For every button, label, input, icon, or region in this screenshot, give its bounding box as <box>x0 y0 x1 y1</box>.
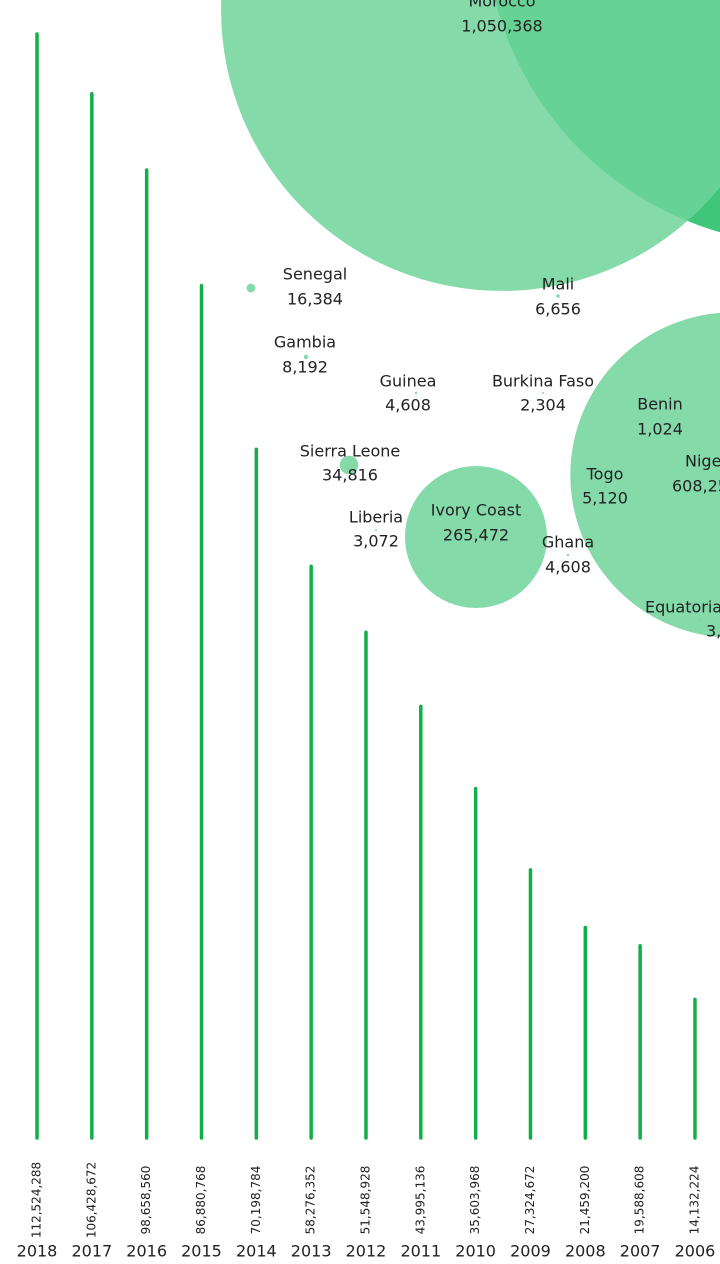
bubble-value: 3,584 <box>706 622 720 641</box>
x-tick-label: 2006 <box>675 1242 716 1261</box>
bubble <box>221 0 720 291</box>
bubble <box>246 283 256 293</box>
x-tick-label: 2008 <box>565 1242 606 1261</box>
bar-value-label: 27,324,672 <box>523 1166 537 1235</box>
bubble-value: 8,192 <box>282 358 328 377</box>
x-tick-label: 2015 <box>181 1242 222 1261</box>
bubble-value: 6,656 <box>535 300 581 319</box>
bubble-name: Mali <box>542 275 575 294</box>
bubble-name: Guinea <box>380 372 437 391</box>
bubble <box>303 354 309 360</box>
bubble-value: 608,256 <box>672 477 720 496</box>
bubble <box>566 553 570 557</box>
x-tick-label: 2012 <box>346 1242 387 1261</box>
bar-value-label: 51,548,928 <box>358 1166 372 1235</box>
bar-value-label: 58,276,352 <box>304 1166 318 1235</box>
bubble-value: 5,120 <box>582 489 628 508</box>
bubble <box>414 391 418 395</box>
bubble-value: 4,608 <box>545 558 591 577</box>
bar-value-label: 112,524,288 <box>30 1162 44 1238</box>
bubble <box>570 312 720 638</box>
bubble-value: 34,816 <box>322 466 378 485</box>
bar-value-label: 19,588,608 <box>633 1166 647 1235</box>
bubble-name: Liberia <box>349 508 403 527</box>
bubble-value: 16,384 <box>287 290 343 309</box>
x-tick-label: 2016 <box>126 1242 167 1261</box>
bubble-name: Gambia <box>274 333 336 352</box>
bar-value-label: 21,459,200 <box>578 1166 592 1235</box>
bubble-value: 1,050,368 <box>461 17 542 36</box>
bubbles <box>221 0 720 638</box>
bubble <box>556 294 560 298</box>
x-tick-label: 2017 <box>71 1242 112 1261</box>
bubble <box>405 466 547 608</box>
bar-value-label: 14,132,224 <box>687 1166 701 1235</box>
bar-value-label: 106,428,672 <box>84 1162 98 1238</box>
bubble-name: Senegal <box>283 265 347 284</box>
bubble <box>699 619 701 621</box>
x-tick-label: 2007 <box>620 1242 661 1261</box>
x-tick-label: 2009 <box>510 1242 551 1261</box>
bar-value-label: 43,995,136 <box>413 1166 427 1235</box>
bubble-name: Ivory Coast <box>431 501 521 520</box>
bar-value-label: 98,658,560 <box>139 1166 153 1235</box>
x-tick-label: 2011 <box>400 1242 441 1261</box>
bubble-name: Togo <box>586 465 624 484</box>
bubble-value: 4,608 <box>385 396 431 415</box>
bubble-name: Sierra Leone <box>300 442 400 461</box>
bubble-name: Burkina Faso <box>492 372 594 391</box>
x-tick-label: 2014 <box>236 1242 277 1261</box>
x-tick-label: 2013 <box>291 1242 332 1261</box>
bubble <box>339 455 359 475</box>
x-tick-label: 2010 <box>455 1242 496 1261</box>
bubble-value: 265,472 <box>443 526 509 545</box>
bar-value-label: 70,198,784 <box>249 1166 263 1235</box>
bubble-name: Ghana <box>542 533 594 552</box>
bubble-name: Morocco <box>469 0 536 11</box>
bubble-value: 3,072 <box>353 532 399 551</box>
bar-value-label: 86,880,768 <box>194 1166 208 1235</box>
bubble <box>375 529 377 531</box>
bubble-name: Nigeria <box>685 452 720 471</box>
bubble-name: Equatorial Guinea <box>645 598 720 617</box>
bubble-name: Benin <box>637 395 683 414</box>
bubble <box>542 392 544 394</box>
bubble-value: 1,024 <box>637 420 683 439</box>
bubble-value: 2,304 <box>520 396 566 415</box>
bar-value-label: 35,603,968 <box>468 1166 482 1235</box>
x-tick-label: 2018 <box>17 1242 58 1261</box>
